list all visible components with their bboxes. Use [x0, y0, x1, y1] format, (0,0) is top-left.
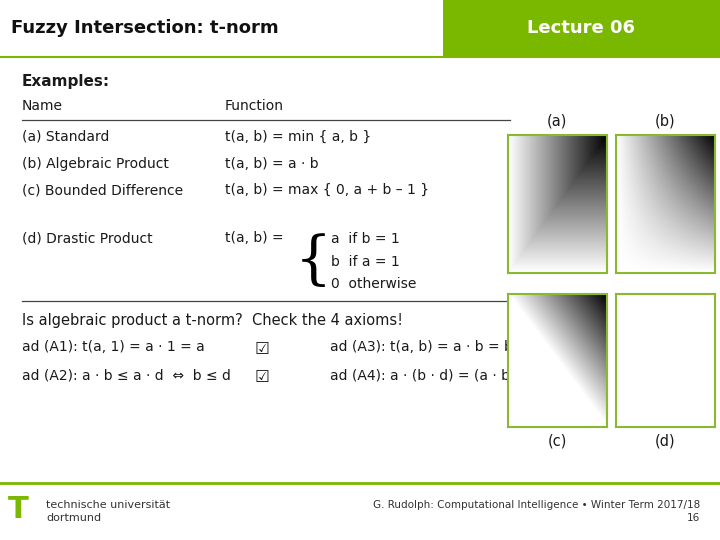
Text: (d): (d): [655, 434, 675, 449]
Text: b  if a = 1: b if a = 1: [331, 255, 400, 269]
Text: t(a, b) = max { 0, a + b – 1 }: t(a, b) = max { 0, a + b – 1 }: [225, 183, 429, 197]
Text: ☑: ☑: [255, 340, 270, 357]
Text: (b): (b): [655, 113, 675, 128]
Text: ad (A3): t(a, b) = a · b = b · a = t(b, a): ad (A3): t(a, b) = a · b = b · a = t(b, …: [330, 340, 598, 354]
Text: ☑: ☑: [698, 368, 713, 386]
Text: dortmund: dortmund: [46, 513, 101, 523]
Text: 0  otherwise: 0 otherwise: [331, 277, 416, 291]
Text: G. Rudolph: Computational Intelligence • Winter Term 2017/18: G. Rudolph: Computational Intelligence •…: [373, 500, 700, 510]
Text: (c) Bounded Difference: (c) Bounded Difference: [22, 183, 183, 197]
Text: (a): (a): [547, 113, 567, 128]
Text: ad (A1): t(a, 1) = a · 1 = a: ad (A1): t(a, 1) = a · 1 = a: [22, 340, 204, 354]
Text: t(a, b) = a · b: t(a, b) = a · b: [225, 157, 319, 171]
Text: (b) Algebraic Product: (b) Algebraic Product: [22, 157, 169, 171]
Text: a  if b = 1: a if b = 1: [331, 232, 400, 246]
Text: ☑: ☑: [255, 368, 270, 386]
Text: Function: Function: [225, 99, 284, 113]
Text: ☑: ☑: [698, 340, 713, 357]
Text: 16: 16: [687, 513, 700, 523]
Text: (a) Standard: (a) Standard: [22, 130, 109, 144]
Text: t(a, b) = min { a, b }: t(a, b) = min { a, b }: [225, 130, 372, 144]
Text: Name: Name: [22, 99, 63, 113]
Text: Examples:: Examples:: [22, 73, 110, 89]
Text: ad (A2): a · b ≤ a · d  ⇔  b ≤ d: ad (A2): a · b ≤ a · d ⇔ b ≤ d: [22, 368, 231, 382]
Text: {: {: [294, 234, 332, 290]
Text: technische universität: technische universität: [46, 500, 170, 510]
Text: Is algebraic product a t-norm?  Check the 4 axioms!: Is algebraic product a t-norm? Check the…: [22, 313, 403, 328]
Text: Fuzzy Intersection: t-norm: Fuzzy Intersection: t-norm: [11, 19, 279, 37]
Text: t(a, b) =: t(a, b) =: [225, 231, 284, 245]
Bar: [0, 0, 443, 58]
Text: Lecture 06: Lecture 06: [527, 19, 635, 37]
Text: ad (A4): a · (b · d) = (a · b) · d: ad (A4): a · (b · d) = (a · b) · d: [330, 368, 537, 382]
Text: (c): (c): [548, 434, 567, 449]
Bar: [443, 0, 720, 58]
Text: (d) Drastic Product: (d) Drastic Product: [22, 231, 153, 245]
Text: T: T: [8, 496, 28, 524]
